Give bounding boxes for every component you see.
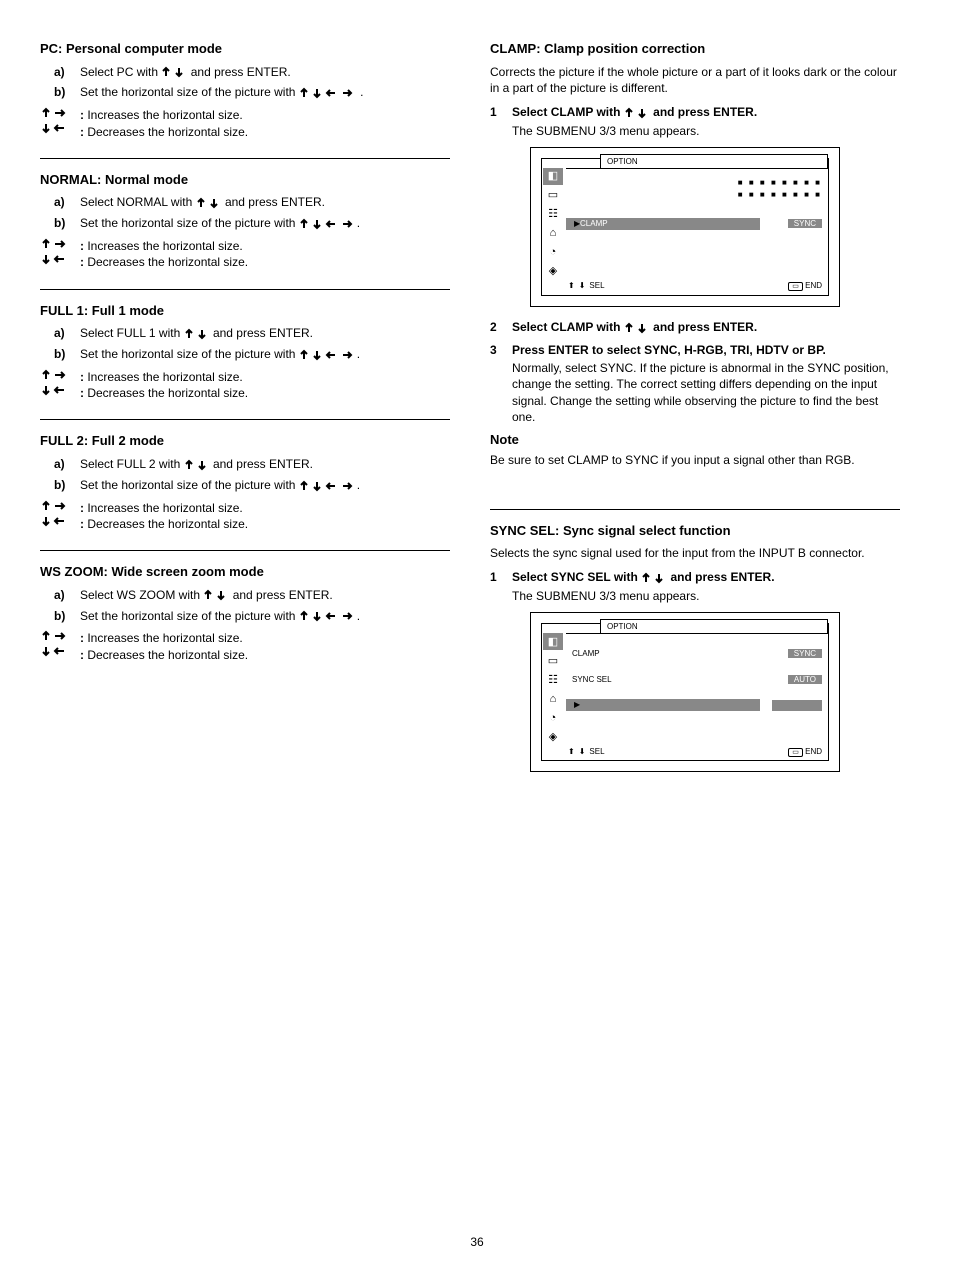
- osd-row-label: CLAMP: [572, 219, 682, 230]
- legend-icons: [40, 500, 70, 532]
- all-arrows-icon: [299, 216, 357, 232]
- osd-side-icon: ☷: [543, 671, 563, 688]
- updown-icon: [624, 320, 650, 336]
- section-full2: FULL 2: Full 2 mode a) Select FULL 2 wit…: [40, 419, 450, 550]
- osd-footer: ⬆⬇ SEL ▭ END: [568, 747, 822, 758]
- osd-title: OPTION: [600, 154, 828, 168]
- step-2: 2 Select CLAMP with and press ENTER.: [490, 319, 900, 336]
- all-arrows-icon: [299, 347, 357, 363]
- osd-sidebar: ◧ ▭ ☷ ⌂ ◔ ◈: [542, 168, 564, 295]
- legend-icons: [40, 630, 70, 662]
- osd-menu-clamp: OPTION ◧ ▭ ☷ ⌂ ◔ ◈ ■ ■ ■ ■ ■ ■ ■ ■: [530, 147, 840, 307]
- osd-side-icon: ▭: [543, 187, 563, 204]
- sync-section: SYNC SEL: Sync signal select function Se…: [490, 509, 900, 803]
- section-title: PC: Personal computer mode: [40, 40, 450, 58]
- section-title: FULL 1: Full 1 mode: [40, 302, 450, 320]
- note-text: Be sure to set CLAMP to SYNC if you inpu…: [490, 452, 900, 468]
- legend-icons: [40, 107, 70, 139]
- osd-side-icon: ⌂: [543, 225, 563, 242]
- step-3: 3 Press ENTER to select SYNC, H-RGB, TRI…: [490, 342, 900, 425]
- updown-icon: [161, 64, 187, 80]
- osd-side-icon: ◈: [543, 728, 563, 745]
- intro-text: Corrects the picture if the whole pictur…: [490, 64, 900, 96]
- all-arrows-icon: [299, 85, 357, 101]
- updown-icon: [203, 587, 229, 603]
- left-column: PC: Personal computer mode a) Select PC …: [40, 40, 450, 816]
- section-pc: PC: Personal computer mode a) Select PC …: [40, 40, 450, 158]
- section-title: CLAMP: Clamp position correction: [490, 40, 900, 58]
- updown-icon: [641, 570, 667, 586]
- osd-sidebar: ◧ ▭ ☷ ⌂ ◔ ◈: [542, 633, 564, 760]
- osd-row-label: CLAMP: [572, 649, 682, 660]
- note-label: Note: [490, 431, 900, 449]
- osd-side-icon: ◧: [543, 168, 563, 185]
- intro-text: Selects the sync signal used for the inp…: [490, 545, 900, 561]
- section-wszoom: WS ZOOM: Wide screen zoom mode a) Select…: [40, 550, 450, 681]
- osd-row-value: SYNC: [788, 219, 822, 228]
- step-1: 1 Select CLAMP with and press ENTER. The…: [490, 104, 900, 139]
- updown-icon: [196, 195, 222, 211]
- step-a: a) Select PC with and press ENTER.: [40, 64, 450, 81]
- section-title: FULL 2: Full 2 mode: [40, 432, 450, 450]
- step-1: 1 Select SYNC SEL with and press ENTER. …: [490, 569, 900, 604]
- osd-side-icon: ◧: [543, 633, 563, 650]
- section-full1: FULL 1: Full 1 mode a) Select FULL 1 wit…: [40, 289, 450, 420]
- updown-icon: [624, 105, 650, 121]
- section-normal: NORMAL: Normal mode a) Select NORMAL wit…: [40, 158, 450, 289]
- all-arrows-icon: [299, 478, 357, 494]
- step-b: b) Set the horizontal size of the pictur…: [40, 84, 450, 101]
- osd-title: OPTION: [600, 619, 828, 633]
- page-number: 36: [0, 1234, 954, 1250]
- osd-side-icon: ◈: [543, 263, 563, 280]
- legend-icons: [40, 238, 70, 270]
- legend-icons: [40, 369, 70, 401]
- updown-icon: [184, 326, 210, 342]
- section-title: NORMAL: Normal mode: [40, 171, 450, 189]
- osd-footer: ⬆⬇ SEL ▭ END: [568, 281, 822, 292]
- osd-menu-sync: OPTION ◧ ▭ ☷ ⌂ ◔ ◈ CLAMP SYNC: [530, 612, 840, 772]
- osd-side-icon: ▭: [543, 652, 563, 669]
- step3-note: Normally, select SYNC. If the picture is…: [512, 360, 900, 425]
- osd-row-value: SYNC: [788, 649, 822, 658]
- osd-row-label: SYNC SEL: [572, 675, 682, 686]
- section-title: SYNC SEL: Sync signal select function: [490, 522, 900, 540]
- osd-side-icon: ⌂: [543, 690, 563, 707]
- clamp-section: CLAMP: Clamp position correction Correct…: [490, 40, 900, 495]
- right-column: CLAMP: Clamp position correction Correct…: [490, 40, 900, 816]
- updown-icon: [184, 457, 210, 473]
- osd-side-icon: ◔: [543, 709, 563, 726]
- legend: : Increases the horizontal size. : Decre…: [40, 107, 450, 139]
- osd-side-icon: ☷: [543, 206, 563, 223]
- section-title: WS ZOOM: Wide screen zoom mode: [40, 563, 450, 581]
- osd-side-icon: ◔: [543, 244, 563, 261]
- all-arrows-icon: [299, 608, 357, 624]
- osd-row-value: AUTO: [788, 675, 822, 684]
